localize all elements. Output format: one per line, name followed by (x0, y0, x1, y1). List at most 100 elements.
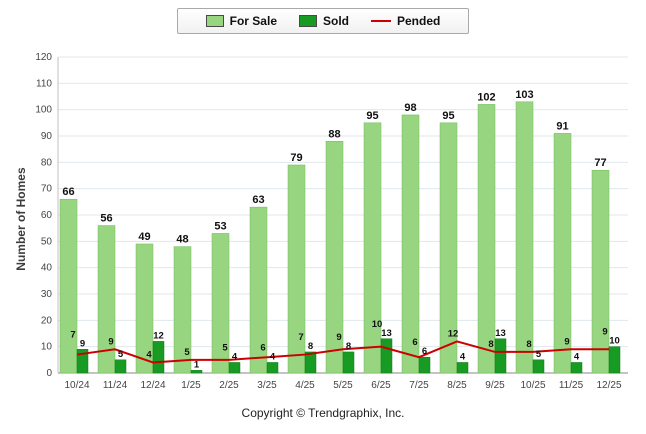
pended-value-label: 9 (602, 327, 607, 338)
pended-value-label: 12 (448, 328, 459, 339)
x-tick-label: 12/25 (596, 380, 621, 391)
for-sale-value-label: 77 (594, 157, 606, 169)
legend-label: Sold (323, 14, 349, 28)
legend: For Sale Sold Pended (0, 8, 646, 34)
pended-line (76, 340, 609, 364)
x-tick-label: 10/24 (64, 380, 89, 391)
sold-value-label: 1 (194, 359, 200, 370)
y-tick-label: 0 (46, 368, 52, 379)
y-tick-label: 70 (41, 184, 53, 195)
for-sale-value-label: 66 (62, 186, 74, 198)
x-tick-label: 7/25 (409, 380, 429, 391)
bar-sold (494, 338, 507, 374)
pended-value-label: 9 (564, 336, 569, 347)
for-sale-value-label: 49 (138, 231, 150, 243)
pended-value-label: 8 (526, 339, 531, 350)
x-tick-label: 8/25 (447, 380, 467, 391)
sold-value-label: 4 (574, 351, 580, 362)
pended-value-label: 7 (70, 329, 75, 340)
y-tick-label: 30 (41, 289, 53, 300)
bar-sold (114, 359, 127, 374)
pended-value-label: 9 (336, 332, 341, 343)
bar-for-sale (553, 133, 572, 374)
bar-sold (608, 346, 621, 374)
y-tick-label: 120 (35, 52, 52, 63)
bar-for-sale (287, 164, 306, 374)
for-sale-value-label: 98 (404, 102, 416, 114)
x-tick-label: 11/25 (559, 380, 584, 391)
x-tick-label: 1/25 (181, 380, 201, 391)
pended-value-label: 6 (412, 337, 417, 348)
pended-line-swatch (371, 20, 391, 22)
sold-value-label: 8 (308, 341, 313, 352)
x-tick-label: 2/25 (219, 380, 239, 391)
sold-value-label: 9 (80, 338, 85, 349)
sold-value-label: 4 (270, 351, 276, 362)
bar-sold (532, 359, 545, 374)
x-tick-label: 4/25 (295, 380, 315, 391)
pended-value-label: 7 (298, 332, 303, 343)
pended-value-label: 5 (222, 342, 228, 353)
chart-canvas: 01020304050607080901001101206610/245611/… (35, 52, 628, 391)
legend-item-sold: Sold (299, 14, 349, 28)
bar-sold (570, 362, 583, 374)
sold-swatch (299, 15, 317, 27)
x-tick-label: 10/25 (520, 380, 545, 391)
bar-sold (190, 370, 203, 374)
bar-sold (456, 362, 469, 374)
bar-for-sale (401, 114, 420, 374)
pended-value-label: 6 (260, 342, 265, 353)
bar-sold (266, 362, 279, 374)
for-sale-value-label: 48 (176, 234, 188, 246)
for-sale-value-label: 103 (515, 89, 533, 101)
pended-value-label: 5 (184, 347, 190, 358)
bar-sold (342, 351, 355, 374)
for-sale-value-label: 53 (214, 220, 226, 232)
bar-for-sale (249, 206, 268, 374)
bar-for-sale (439, 122, 458, 374)
sold-value-label: 13 (495, 328, 506, 339)
bar-sold (380, 338, 393, 374)
y-tick-label: 90 (41, 131, 53, 142)
bar-for-sale (173, 246, 192, 374)
for-sale-value-label: 95 (366, 110, 378, 122)
y-tick-label: 50 (41, 236, 53, 247)
sold-value-label: 4 (232, 351, 238, 362)
for-sale-value-label: 102 (477, 91, 495, 103)
for-sale-value-label: 91 (556, 120, 568, 132)
sold-value-label: 5 (118, 349, 124, 360)
x-tick-label: 5/25 (333, 380, 353, 391)
pended-value-label: 8 (488, 339, 493, 350)
bar-for-sale (325, 141, 344, 374)
legend-label: For Sale (229, 14, 277, 28)
bar-sold (228, 362, 241, 374)
y-tick-label: 10 (41, 342, 53, 353)
y-tick-label: 100 (35, 105, 52, 116)
for-sale-value-label: 56 (100, 213, 112, 225)
x-tick-label: 3/25 (257, 380, 277, 391)
y-tick-label: 80 (41, 157, 53, 168)
for-sale-value-label: 88 (328, 128, 340, 140)
x-tick-label: 6/25 (371, 380, 391, 391)
for-sale-value-label: 79 (290, 152, 302, 164)
for-sale-value-label: 95 (442, 110, 454, 122)
legend-item-pended: Pended (371, 14, 440, 28)
bar-for-sale (477, 104, 496, 374)
sold-value-label: 5 (536, 349, 542, 360)
bar-for-sale (591, 169, 610, 374)
legend-label: Pended (397, 14, 441, 28)
y-tick-label: 60 (41, 210, 53, 221)
x-tick-label: 11/24 (103, 380, 128, 391)
x-tick-label: 12/24 (140, 380, 165, 391)
pended-value-label: 10 (372, 319, 383, 330)
y-tick-label: 110 (36, 78, 52, 89)
pended-value-label: 9 (108, 336, 113, 347)
bar-sold (76, 349, 89, 374)
bar-for-sale (97, 225, 116, 374)
for-sale-swatch (205, 15, 224, 27)
y-tick-label: 40 (41, 263, 53, 274)
bar-for-sale (363, 122, 382, 374)
x-tick-label: 9/25 (485, 380, 505, 391)
bar-for-sale (515, 101, 534, 374)
